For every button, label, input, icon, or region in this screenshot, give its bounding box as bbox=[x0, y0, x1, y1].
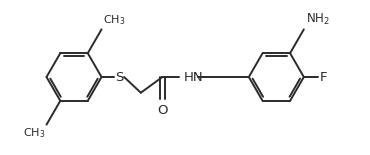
Text: CH$_3$: CH$_3$ bbox=[102, 14, 125, 27]
Text: CH$_3$: CH$_3$ bbox=[23, 127, 46, 140]
Text: NH$_2$: NH$_2$ bbox=[306, 12, 330, 27]
Text: O: O bbox=[157, 104, 168, 117]
Text: HN: HN bbox=[184, 71, 204, 84]
Text: S: S bbox=[115, 71, 123, 84]
Text: F: F bbox=[320, 71, 327, 84]
